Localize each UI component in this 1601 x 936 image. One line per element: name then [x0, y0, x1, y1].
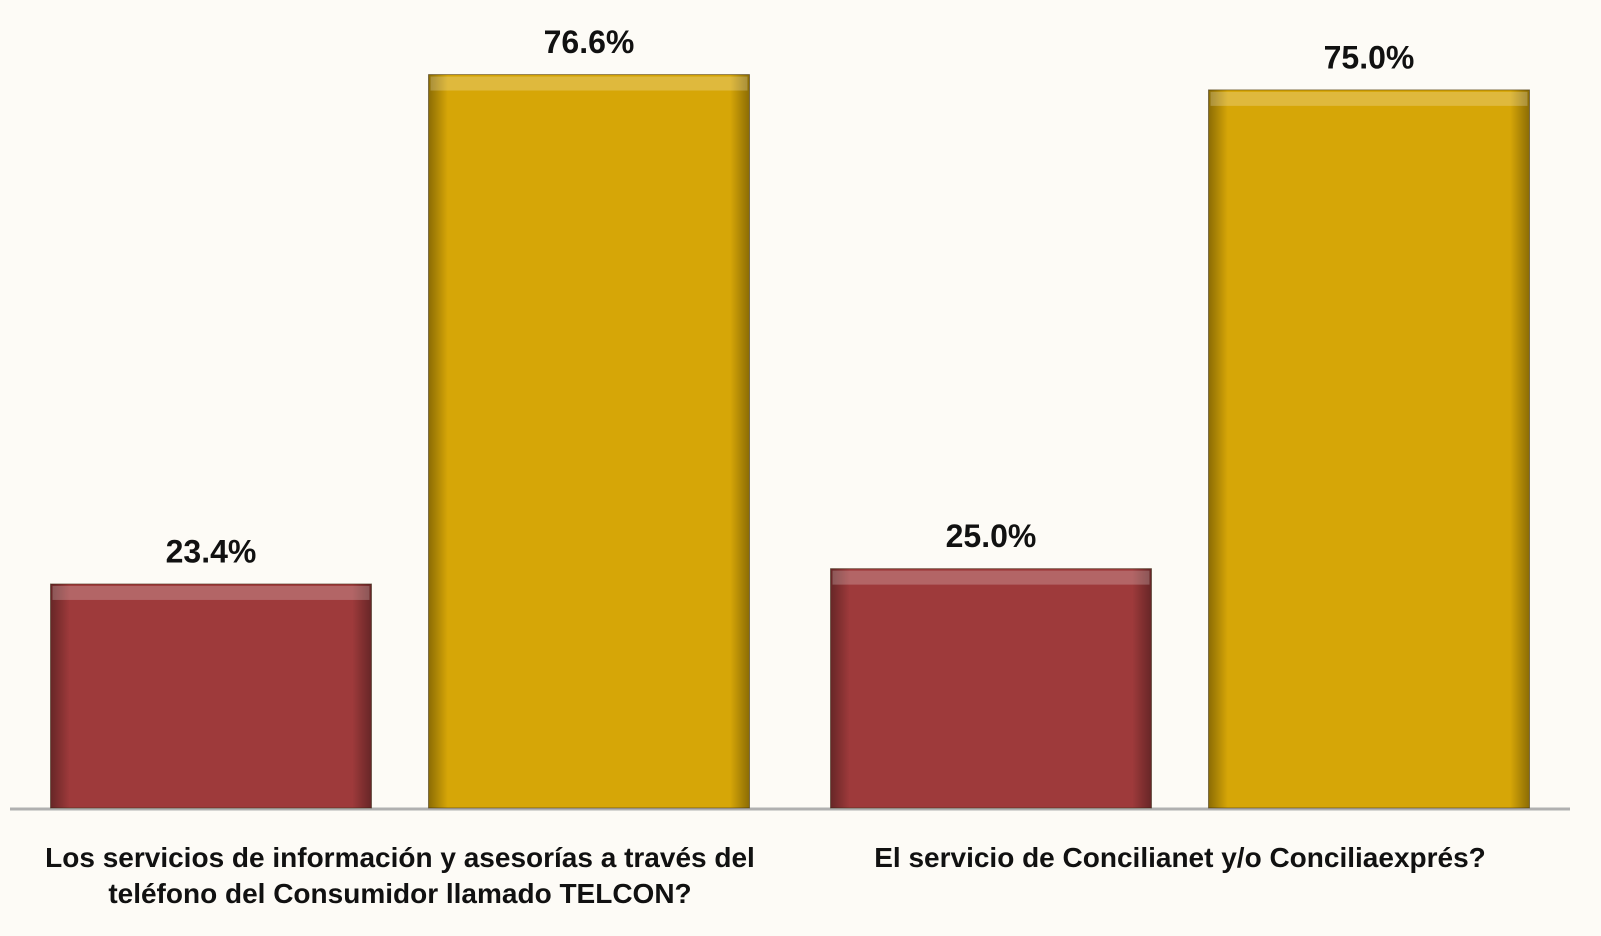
data-label: 76.6%	[544, 24, 635, 60]
bar-shade	[50, 583, 372, 808]
data-label: 75.0%	[1324, 39, 1415, 75]
bar-bevel	[430, 76, 748, 91]
x-tick-label: Los servicios de información y asesorías…	[45, 842, 755, 909]
x-tick-label: El servicio de Concilianet y/o Conciliae…	[874, 842, 1486, 873]
bar-shade	[428, 74, 750, 809]
bar-bevel	[832, 570, 1150, 585]
bar-shade	[830, 568, 1152, 808]
bar-bevel	[1210, 91, 1528, 106]
data-label: 25.0%	[946, 518, 1037, 554]
bar-shade	[1208, 89, 1530, 808]
bar-bevel	[52, 585, 370, 600]
data-label: 23.4%	[166, 533, 257, 569]
